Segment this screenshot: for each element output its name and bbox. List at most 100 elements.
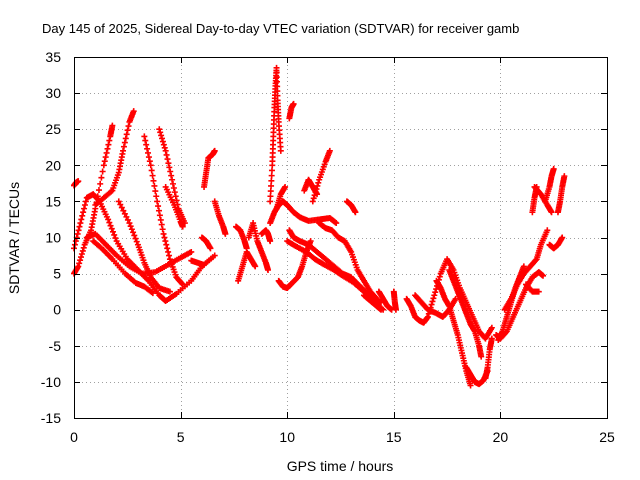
series-arc-20 <box>273 183 289 212</box>
series-arc-43 <box>546 234 566 252</box>
series-arc-26 <box>343 198 359 216</box>
data-point <box>121 139 128 146</box>
data-point <box>268 167 275 174</box>
data-point <box>112 235 119 242</box>
data-point <box>123 213 130 220</box>
y-axis-label: SDTVAR / TECUs <box>6 182 22 294</box>
data-point <box>122 135 129 142</box>
data-point <box>313 186 320 193</box>
series-arc-16 <box>267 64 284 205</box>
data-point <box>424 313 431 320</box>
y-tick-label: 15 <box>45 193 61 209</box>
data-point <box>72 238 79 245</box>
data-point <box>153 193 160 200</box>
y-tick-label: 35 <box>45 49 61 65</box>
data-point <box>165 160 172 167</box>
data-point <box>157 216 164 223</box>
data-point <box>158 221 165 228</box>
data-point <box>171 189 178 196</box>
data-point <box>78 251 85 258</box>
data-point <box>309 198 316 205</box>
axis-ticks: 0 5 10 15 20 25 -15 -10 -5 0 5 10 15 20 25 30 35 <box>41 49 615 445</box>
chart-title: Day 145 of 2025, Sidereal Day-to-day VTE… <box>42 21 519 36</box>
data-point <box>77 257 84 264</box>
data-point <box>97 180 104 187</box>
data-point <box>75 227 82 234</box>
data-point <box>158 132 165 139</box>
data-point <box>76 223 83 230</box>
data-point <box>169 176 176 183</box>
data-point <box>392 306 399 313</box>
data-point <box>165 248 172 255</box>
y-tick-label: 10 <box>45 230 61 246</box>
data-point <box>488 324 495 331</box>
data-point <box>267 193 274 200</box>
data-point <box>147 162 154 169</box>
data-point <box>141 133 148 140</box>
y-tick-label: 5 <box>53 266 61 282</box>
data-point <box>111 231 118 238</box>
data-point <box>102 154 109 161</box>
data-point <box>540 272 547 279</box>
data-point <box>131 232 138 239</box>
data-point <box>76 260 83 267</box>
series-arc-46 <box>233 223 250 252</box>
data-point <box>121 210 128 217</box>
data-point <box>310 195 317 202</box>
data-point <box>99 168 106 175</box>
data-point <box>154 198 161 205</box>
data-point <box>314 182 321 189</box>
series-arc-06 <box>115 198 173 295</box>
data-point <box>162 147 169 154</box>
data-point <box>104 145 111 152</box>
data-point <box>211 147 218 154</box>
data-point <box>243 245 250 252</box>
y-tick-label: 25 <box>45 121 61 137</box>
data-point <box>120 143 127 150</box>
data-point <box>178 280 185 287</box>
data-point <box>151 182 158 189</box>
data-point <box>532 257 539 264</box>
data-point <box>75 263 82 270</box>
series-arc-39 <box>522 281 542 295</box>
data-point <box>429 298 436 305</box>
series-arc-38 <box>501 227 551 313</box>
series-arc-14 <box>245 220 272 273</box>
series-arc-35 <box>482 335 495 382</box>
series-arc-09 <box>162 183 186 230</box>
data-point <box>452 295 459 302</box>
data-point <box>130 108 137 115</box>
x-tick-label: 15 <box>386 429 402 445</box>
data-point <box>77 220 84 227</box>
data-point <box>124 127 131 134</box>
data-point <box>109 228 116 235</box>
data-point <box>106 137 113 144</box>
data-point <box>267 238 274 245</box>
data-point <box>179 223 186 230</box>
series-arc-42 <box>542 165 557 205</box>
series-arc-45 <box>71 178 82 189</box>
y-tick-label: 20 <box>45 157 61 173</box>
data-point <box>268 177 275 184</box>
data-point <box>548 209 555 216</box>
x-tick-label: 10 <box>279 429 295 445</box>
data-point <box>101 158 108 165</box>
data-point <box>107 222 114 229</box>
x-tick-label: 20 <box>493 429 509 445</box>
data-point <box>132 235 139 242</box>
data-point <box>478 353 485 360</box>
data-point <box>162 238 169 245</box>
data-point <box>207 245 214 252</box>
data-point <box>428 301 435 308</box>
data-point <box>168 172 175 179</box>
data-point <box>126 220 133 227</box>
data-point <box>115 198 122 205</box>
data-point <box>161 144 168 151</box>
data-point <box>100 162 107 169</box>
data-point <box>163 241 170 248</box>
x-tick-label: 5 <box>177 429 185 445</box>
x-axis-label: GPS time / hours <box>287 458 394 474</box>
y-tick-label: 0 <box>53 302 61 318</box>
x-tick-label: 25 <box>599 429 615 445</box>
